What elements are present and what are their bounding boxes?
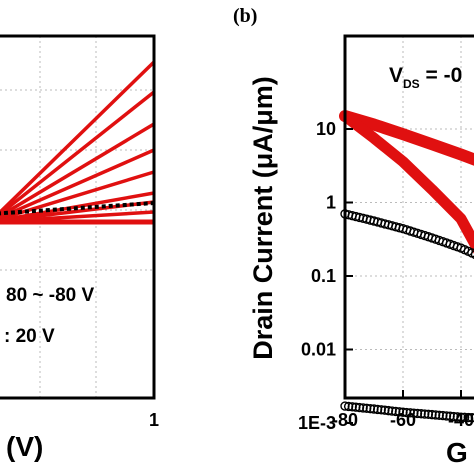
panel-b-marker — [420, 409, 430, 419]
panel-b-marker — [354, 402, 365, 413]
panel-b-marker — [423, 409, 434, 420]
panel-b-marker — [441, 411, 452, 421]
panel-a-series-4 — [0, 148, 155, 220]
panel-b-marker — [445, 411, 455, 421]
panel-b: (b) Drain Current (μA/μm) 10 1 0.1 0.01 1E-3… — [233, 5, 474, 468]
panel-b-y-tick-label: 0.1 — [311, 266, 336, 286]
panel-a-series — [0, 60, 156, 225]
panel-b-plot-frame — [343, 34, 474, 400]
panel-b-marker — [434, 410, 444, 420]
panel-b-marker — [405, 408, 415, 418]
panel-b-marker — [343, 401, 354, 412]
panel-a-dotted-series — [0, 201, 155, 216]
panel-b-marker — [412, 408, 423, 419]
panel-a-series-1 — [0, 60, 156, 215]
panel-b-marker — [430, 410, 441, 420]
panel-a: 1 80 ~ -80 V : 20 V (V) — [0, 34, 159, 462]
panel-b-marker — [398, 407, 408, 417]
panel-b-y-tick-label: 1 — [326, 193, 336, 213]
panel-b-x-tick-label: -80 — [332, 410, 358, 430]
panel-b-marker — [438, 410, 448, 421]
panel-a-annotation-step: : 20 V — [4, 326, 55, 347]
panel-b-marker — [456, 412, 466, 422]
panel-b-marker — [470, 250, 474, 259]
panel-b-marker — [394, 407, 405, 417]
panel-b-marker — [347, 402, 357, 412]
panel-b-marker — [459, 412, 470, 423]
panel-a-annotation-range: 80 ~ -80 V — [6, 285, 95, 306]
panel-a-x-tick-label: 1 — [149, 410, 159, 430]
panel-b-x-axis-label: G — [446, 437, 468, 468]
panel-a-series-2 — [0, 90, 156, 217]
panel-b-marker — [340, 401, 350, 411]
panel-b-marker — [427, 409, 437, 420]
panel-b-red-curve-2 — [339, 110, 474, 254]
panel-b-x-tick-label: -40 — [448, 410, 474, 430]
panel-b-marker — [401, 407, 412, 418]
panel-b-y-tick-label: 10 — [316, 119, 336, 139]
panel-b-marker — [362, 403, 372, 413]
panel-b-ticks: 10 1 0.1 0.01 1E-3-80 -60 -40 — [298, 119, 474, 433]
panel-b-red-curve-1 — [339, 110, 474, 166]
panel-b-marker — [409, 408, 419, 418]
panel-b-marker — [358, 403, 368, 413]
panel-b-y-tick-label: 1E-3 — [298, 413, 336, 433]
panel-b-y-axis-label: Drain Current (μA/μm) — [248, 76, 278, 360]
panel-a-series-5 — [0, 170, 155, 221]
panel-a-plot-frame — [0, 34, 156, 400]
panel-b-vds-label: VDS = -0 — [389, 64, 462, 91]
panel-b-x-tick-label: -60 — [390, 410, 416, 430]
panel-b-marker — [463, 412, 473, 423]
panel-b-marker — [467, 412, 474, 423]
panel-a-x-axis-label: (V) — [6, 431, 43, 462]
panel-b-series — [339, 110, 474, 423]
panel-b-marker — [416, 409, 426, 419]
panel-a-ticks: 1 — [149, 390, 159, 430]
panel-b-marker — [452, 412, 463, 422]
panel-a-series-3 — [0, 122, 155, 219]
panel-b-marker — [470, 413, 474, 423]
panel-b-marker — [449, 411, 459, 422]
panel-b-y-tick-label: 0.01 — [301, 340, 336, 360]
panel-b-label: (b) — [233, 5, 257, 27]
panel-b-marker — [351, 402, 361, 412]
